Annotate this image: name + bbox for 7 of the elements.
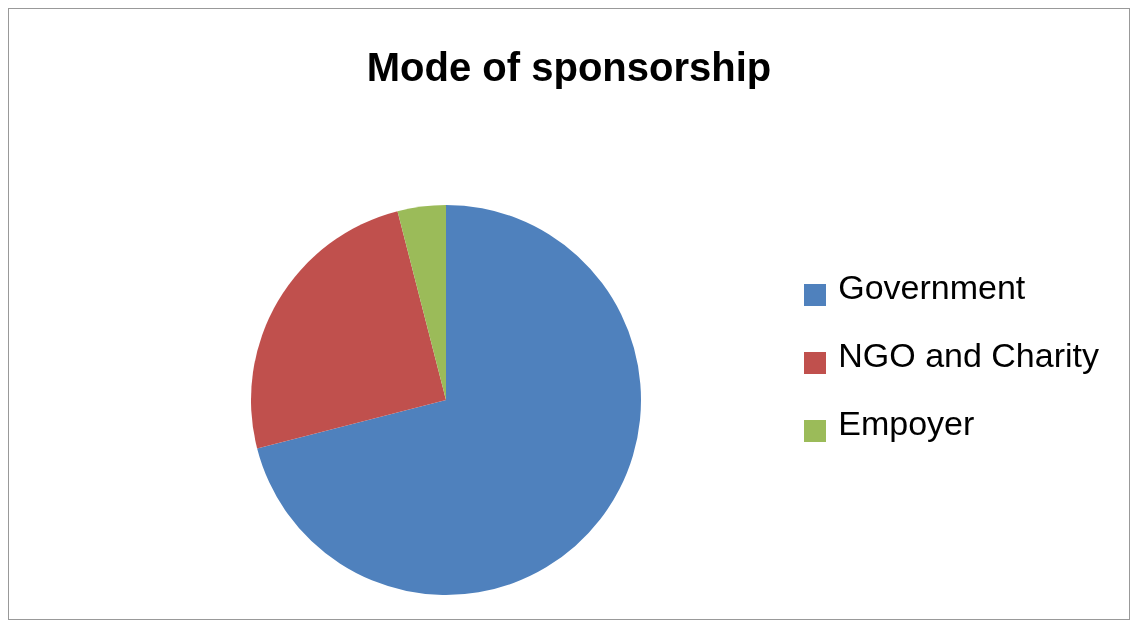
pie-slice [257, 205, 641, 595]
legend-label: Government [838, 268, 1026, 306]
pie-slice [251, 211, 446, 449]
chart-title: Mode of sponsorship [365, 44, 773, 91]
pie-slice [397, 205, 446, 400]
legend-label: Empoyer [838, 404, 975, 442]
legend-label: NGO and Charity [838, 336, 1099, 374]
